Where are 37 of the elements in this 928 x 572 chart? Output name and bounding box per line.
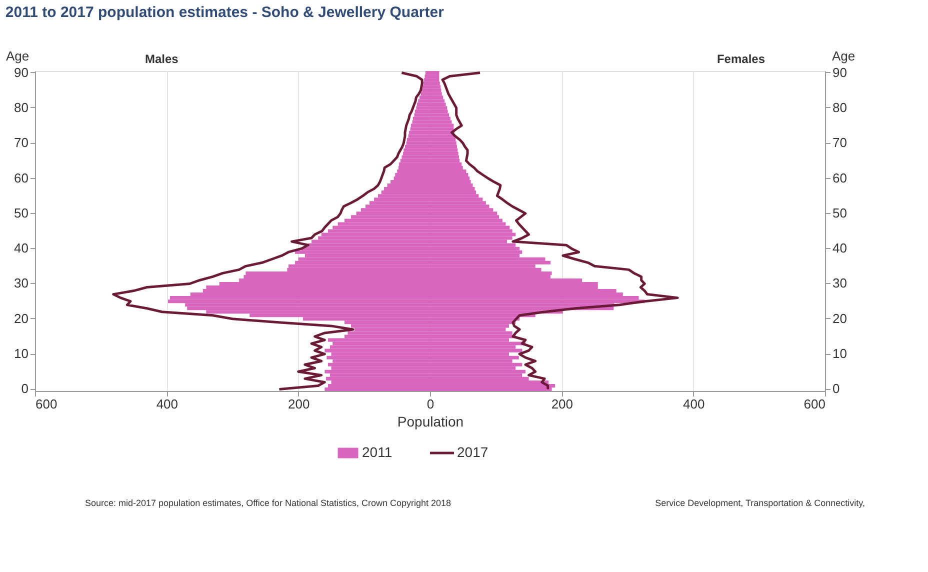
legend-label: 2011 — [362, 444, 392, 460]
text: Females — [716, 52, 766, 66]
chart-title: 2011 to 2017 population estimates - Soho & Jewellery Quarter — [5, 4, 444, 21]
y-tick-label: 80 — [14, 100, 28, 115]
category-label: 0 — [832, 381, 840, 396]
x-tick-label: 0 — [426, 396, 434, 412]
x-tick-label: 400 — [682, 396, 705, 412]
category-label: 90 — [832, 64, 847, 80]
x-axis-title: Population — [397, 414, 464, 430]
x-tick-label: 200 — [288, 396, 310, 412]
legend-label: 2017 — [457, 444, 488, 460]
y-tick-label: 30 — [14, 276, 28, 291]
x-tick-label: 600 — [36, 396, 58, 412]
y2-axis-title: Age — [832, 48, 856, 64]
y-tick-label: 70 — [14, 135, 28, 150]
y-tick-label: 90 — [14, 64, 28, 80]
category-label: 70 — [832, 135, 847, 150]
x-tick-label: 400 — [156, 396, 178, 412]
category-label: 10 — [832, 346, 847, 362]
y-tick-label: 60 — [14, 170, 28, 186]
y-tick-label: 0 — [21, 381, 28, 396]
y-tick-label: 10 — [14, 346, 28, 362]
text: Service Development, Transportation & Connectivity, — [655, 498, 865, 508]
category-label: 50 — [832, 205, 847, 220]
category-label: 60 — [832, 170, 847, 186]
y-tick-label: 40 — [14, 240, 28, 256]
category-label: 40 — [832, 240, 847, 256]
text: Males — [145, 52, 179, 66]
y-tick-label: 20 — [14, 310, 28, 326]
source-note: Source: mid-2017 population estimates, Office for National Statistics, Crown Copyright 2018 — [85, 498, 452, 508]
x-tick-label: 600 — [804, 396, 826, 412]
category-label: 20 — [832, 310, 847, 326]
category-label: 80 — [832, 100, 847, 115]
category-label: 30 — [832, 276, 847, 291]
x-tick-label: 200 — [551, 396, 574, 412]
y-axis-title: Age — [6, 48, 30, 64]
y-tick-label: 50 — [14, 205, 28, 220]
